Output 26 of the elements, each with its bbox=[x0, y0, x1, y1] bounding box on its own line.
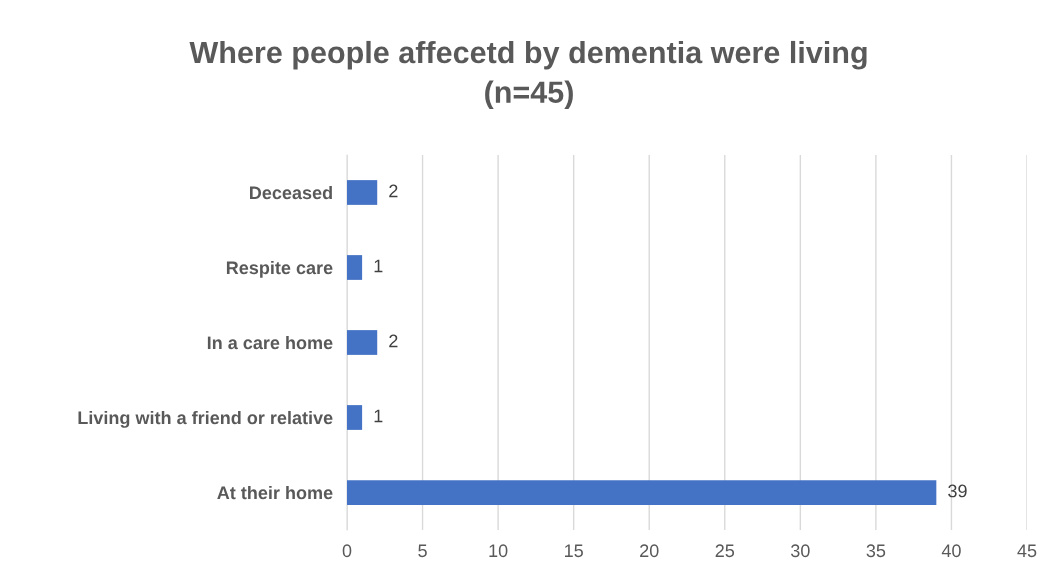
y-tick-label: Living with a friend or relative bbox=[78, 410, 333, 428]
x-tick-label: 30 bbox=[790, 544, 810, 558]
y-tick-label: Respite care bbox=[226, 260, 333, 278]
bar bbox=[347, 330, 378, 355]
bar bbox=[347, 405, 363, 430]
bar bbox=[347, 480, 937, 505]
x-tick-label: 25 bbox=[715, 544, 735, 558]
y-tick-label: Deceased bbox=[250, 185, 332, 200]
data-label: 1 bbox=[374, 259, 383, 273]
data-label: 2 bbox=[389, 184, 398, 198]
bar bbox=[347, 180, 378, 205]
x-tick-label: 35 bbox=[866, 544, 886, 558]
y-tick-label: At their home bbox=[217, 485, 333, 500]
data-label: 2 bbox=[389, 334, 398, 348]
y-tick-label: In a care home bbox=[207, 335, 333, 350]
data-label: 39 bbox=[948, 484, 967, 498]
x-tick-label: 20 bbox=[640, 544, 659, 558]
bar bbox=[347, 255, 363, 280]
x-tick-label: 15 bbox=[565, 544, 583, 558]
chart-title: Where people affecetd by dementia were living (n=45) bbox=[189, 40, 867, 110]
x-tick-label: 10 bbox=[489, 544, 508, 558]
data-label: 1 bbox=[374, 409, 383, 423]
x-tick-label: 40 bbox=[941, 544, 961, 558]
x-tick-label: 0 bbox=[342, 544, 352, 558]
x-tick-label: 45 bbox=[1017, 544, 1037, 558]
x-tick-label: 5 bbox=[418, 544, 427, 558]
